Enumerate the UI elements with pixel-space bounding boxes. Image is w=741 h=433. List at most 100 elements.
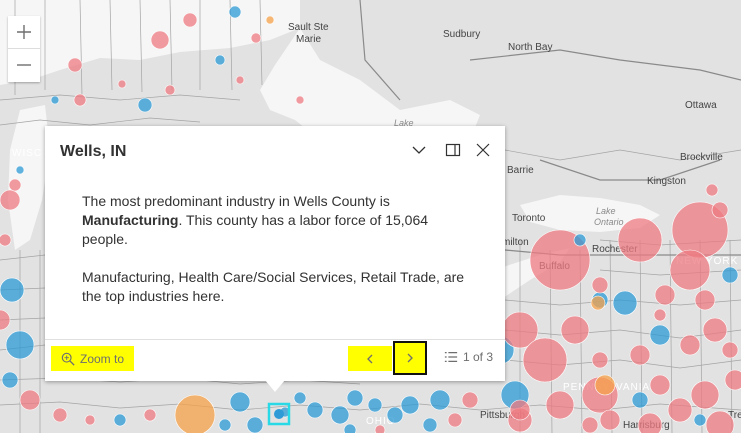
county-circle[interactable] [594,374,616,396]
county-circle[interactable] [667,397,693,423]
county-circle[interactable] [67,57,83,73]
lake-michigan [8,105,50,250]
county-circle[interactable] [590,295,606,311]
county-circle[interactable] [218,418,232,432]
county-circle[interactable] [724,369,741,391]
county-circle[interactable] [560,315,590,345]
county-circle[interactable] [228,5,242,19]
plus-icon [17,25,31,39]
county-circle[interactable] [117,79,127,89]
county-circle[interactable] [306,401,324,419]
county-circle[interactable] [143,408,157,422]
county-circle[interactable] [265,15,275,25]
county-circle[interactable] [693,413,707,427]
county-circle[interactable] [669,249,711,291]
county-circle[interactable] [374,424,386,433]
county-circle[interactable] [235,75,245,85]
county-circle[interactable] [705,410,735,433]
county-circle[interactable] [581,416,599,433]
selected-feature-circle[interactable] [274,409,284,419]
place-label: Tre [728,410,741,421]
county-circle[interactable] [330,405,350,425]
county-circle[interactable] [229,391,251,413]
county-circle[interactable] [545,390,575,420]
county-circle[interactable] [182,12,198,28]
zoom-to-button[interactable]: Zoom to [51,346,134,371]
county-circle[interactable] [214,54,226,66]
county-circle[interactable] [653,308,667,322]
county-circle[interactable] [711,201,729,219]
industry-summary: The most predominant industry in Wells C… [82,192,477,249]
collapse-button[interactable] [407,138,431,162]
county-circle[interactable] [19,389,41,411]
zoom-in-button[interactable] [8,16,40,48]
county-circle[interactable] [346,389,364,407]
county-circle[interactable] [509,399,531,421]
county-circle[interactable] [690,380,720,410]
county-circle[interactable] [137,97,153,113]
dock-button[interactable] [441,138,465,162]
next-feature-button[interactable] [393,341,427,375]
county-circle[interactable] [295,95,305,105]
county-circle[interactable] [0,233,12,247]
county-circle[interactable] [461,391,479,409]
county-circle[interactable] [246,416,264,433]
county-circle[interactable] [73,93,87,107]
close-button[interactable] [471,138,495,162]
county-circle[interactable] [343,423,357,433]
summary-suffix: . This county has a labor force of 15,06… [82,212,429,247]
county-circle[interactable] [386,406,404,424]
county-circle[interactable] [293,391,307,405]
county-circle[interactable] [599,409,621,431]
county-circle[interactable] [529,229,591,291]
county-circle[interactable] [591,276,609,294]
county-circle[interactable] [164,84,176,96]
county-circle[interactable] [8,178,22,192]
county-circle[interactable] [705,183,719,197]
county-circle[interactable] [649,374,671,396]
county-circle[interactable] [250,32,262,44]
zoom-to-label: Zoom to [80,351,125,366]
county-circle[interactable] [429,389,451,411]
county-circle[interactable] [721,341,739,359]
county-circle[interactable] [5,330,35,360]
county-circle[interactable] [573,233,587,247]
place-label: Ontario [594,217,624,227]
county-circle[interactable] [522,337,568,383]
county-circle[interactable] [702,317,728,343]
place-label: Rochester [592,244,638,255]
county-circle[interactable] [15,165,25,175]
county-circle[interactable] [694,289,716,311]
zoom-out-button[interactable] [8,48,40,81]
county-circle[interactable] [612,290,638,316]
previous-feature-button[interactable] [348,346,392,371]
county-circle[interactable] [174,394,216,433]
county-circle[interactable] [400,395,420,415]
county-circle[interactable] [422,417,438,433]
county-circle[interactable] [0,189,21,211]
county-circle[interactable] [50,95,60,105]
county-circle[interactable] [150,30,170,50]
county-circle[interactable] [0,277,25,303]
county-circle[interactable] [52,407,68,423]
county-circle[interactable] [654,284,676,306]
close-icon [476,143,490,157]
county-circle[interactable] [637,412,663,433]
county-circle[interactable] [1,371,19,389]
county-circle[interactable] [84,414,96,426]
county-circle[interactable] [679,334,701,356]
county-circle[interactable] [721,266,739,284]
top-industries: Manufacturing, Health Care/Social Servic… [82,269,465,304]
county-circle[interactable] [0,309,11,331]
county-circle[interactable] [367,397,383,413]
county-circle[interactable] [113,413,127,427]
county-circle[interactable] [629,344,651,366]
county-circle[interactable] [617,217,663,263]
place-label: Marie [296,34,321,45]
county-circle[interactable] [631,391,649,409]
county-circle[interactable] [649,324,671,346]
county-circle[interactable] [591,351,609,369]
county-circle[interactable] [447,412,463,428]
place-label: Sault Ste [288,22,329,33]
feature-pager[interactable]: 1 of 3 [444,350,493,364]
